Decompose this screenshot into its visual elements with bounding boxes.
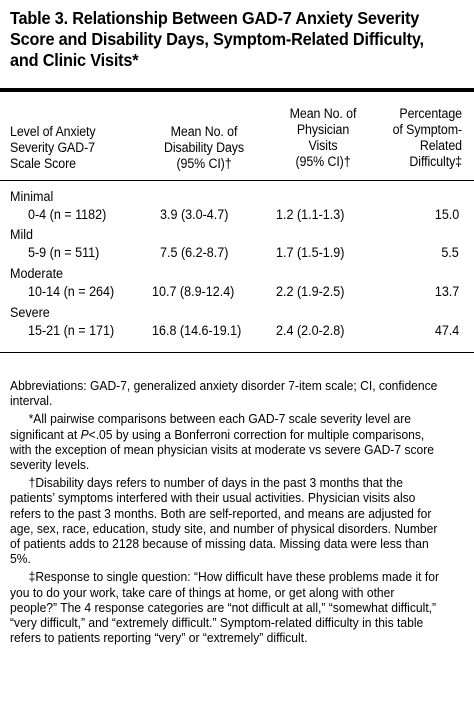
row-difficulty: 15.0 <box>434 207 459 222</box>
bottom-rule <box>0 352 474 353</box>
row-difficulty: 47.4 <box>434 323 459 338</box>
row-disability: 3.9 (3.0-4.7) <box>160 207 229 222</box>
header-difficulty: Percentage of Symptom- Related Difficult… <box>392 106 462 169</box>
header-level: Level of Anxiety Severity GAD-7 Scale Sc… <box>10 124 96 171</box>
row-range: 15-21 (n = 171) <box>28 323 115 338</box>
row-label: Minimal <box>10 189 54 204</box>
row-label: Mild <box>10 227 34 242</box>
row-difficulty: 5.5 <box>441 245 459 260</box>
row-physician: 1.7 (1.5-1.9) <box>276 245 345 260</box>
note-abbreviations: Abbreviations: GAD-7, generalized anxiet… <box>10 378 438 409</box>
row-disability: 7.5 (6.2-8.7) <box>160 245 229 260</box>
note-dagger: †Disability days refers to number of day… <box>10 475 438 567</box>
top-rule <box>0 88 474 92</box>
header-physician: Mean No. of Physician Visits (95% CI)† <box>289 106 357 169</box>
note-double-dagger: ‡Response to single question: “How diffi… <box>10 569 439 646</box>
header-rule <box>0 180 474 181</box>
row-physician: 2.2 (1.9-2.5) <box>276 284 345 299</box>
row-disability: 16.8 (14.6-19.1) <box>152 323 242 338</box>
row-physician: 2.4 (2.0-2.8) <box>276 323 345 338</box>
row-label: Moderate <box>10 266 64 281</box>
row-range: 5-9 (n = 511) <box>28 245 100 260</box>
row-disability: 10.7 (8.9-12.4) <box>152 284 235 299</box>
note-star: *All pairwise comparisons between each G… <box>10 411 435 473</box>
footnotes: Abbreviations: GAD-7, generalized anxiet… <box>10 378 440 648</box>
row-difficulty: 13.7 <box>434 284 459 299</box>
header-disability: Mean No. of Disability Days (95% CI)† <box>163 124 245 171</box>
row-range: 0-4 (n = 1182) <box>28 207 107 222</box>
table-title: Table 3. Relationship Between GAD-7 Anxi… <box>10 8 424 70</box>
row-physician: 1.2 (1.1-1.3) <box>276 207 345 222</box>
row-range: 10-14 (n = 264) <box>28 284 115 299</box>
row-label: Severe <box>10 305 50 320</box>
